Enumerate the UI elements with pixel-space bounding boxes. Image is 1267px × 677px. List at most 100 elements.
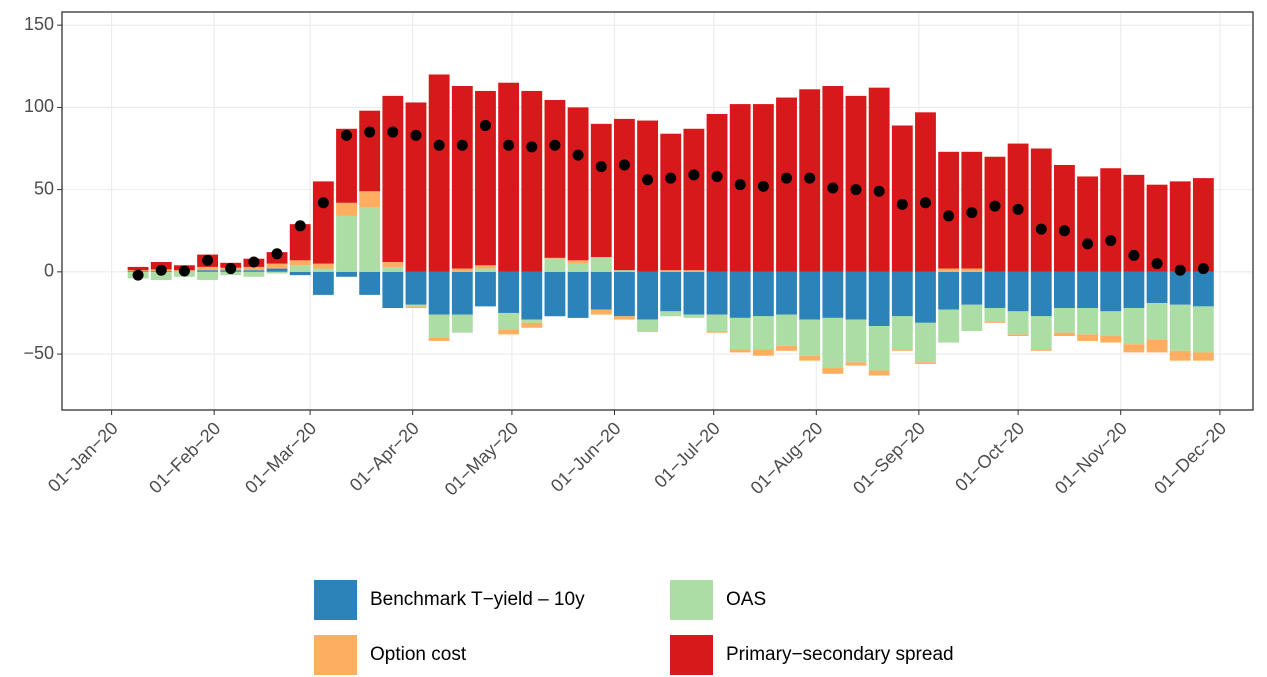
bar-segment <box>776 271 797 315</box>
point <box>271 248 283 260</box>
x-tick-label: 01−Dec−20 <box>1150 418 1230 498</box>
x-tick-label: 01−Apr−20 <box>346 418 423 495</box>
bar-segment <box>1054 271 1075 309</box>
bar-segment <box>868 87 890 272</box>
bar-segment <box>498 271 520 313</box>
bar-segment <box>289 260 311 266</box>
point <box>526 141 538 153</box>
bar-segment <box>1030 349 1052 351</box>
bar-segment <box>984 271 1006 309</box>
bar-segment <box>498 82 520 272</box>
legend-swatch <box>670 580 713 620</box>
bar-segment <box>1146 339 1168 353</box>
bar-segment <box>660 311 682 317</box>
bar-segment <box>521 322 543 328</box>
bar-segment <box>544 99 566 258</box>
bar-segment <box>1123 271 1145 309</box>
bar-segment <box>776 97 797 272</box>
bar-segment <box>382 95 404 262</box>
bar-segment <box>938 271 960 310</box>
bar-segment <box>891 271 913 317</box>
bar-segment <box>266 263 288 269</box>
point <box>225 263 237 275</box>
bar-segment <box>428 271 450 315</box>
bar-segment <box>451 314 473 333</box>
point <box>781 172 793 184</box>
bar-segment <box>590 123 612 258</box>
bar-segment <box>1030 316 1052 350</box>
point <box>549 139 561 151</box>
bar-segment <box>776 345 797 351</box>
bar-segment <box>405 304 427 307</box>
bar-segment <box>729 317 751 350</box>
bar-segment <box>289 271 311 276</box>
bar-segment <box>544 258 566 272</box>
bar-segment <box>706 314 728 332</box>
marks <box>127 74 1214 376</box>
bar-segment <box>498 329 520 335</box>
bar-segment <box>359 207 381 272</box>
point <box>433 139 445 151</box>
point <box>618 159 630 171</box>
point <box>642 174 654 186</box>
point <box>1174 264 1186 276</box>
bar-segment <box>660 270 682 272</box>
bar-segment <box>1100 271 1122 312</box>
bar-segment <box>1123 344 1145 353</box>
bar-segment <box>1146 184 1168 272</box>
bar-segment <box>799 355 821 361</box>
bar-segment <box>521 271 543 320</box>
bar-segment <box>405 306 427 309</box>
bar-segment <box>359 191 381 208</box>
bar-segment <box>451 268 473 272</box>
bar-segment <box>822 86 844 272</box>
bar-segment <box>336 271 357 277</box>
bar-segment <box>312 263 334 269</box>
point <box>966 207 978 219</box>
bar-segment <box>1169 181 1191 272</box>
bar-segment <box>729 349 751 353</box>
point <box>132 269 144 281</box>
y-tick-label: 100 <box>24 96 54 116</box>
bar-segment <box>1007 334 1029 336</box>
bar-segment <box>590 257 612 272</box>
bar-segment <box>266 268 288 272</box>
point <box>827 182 839 194</box>
bar-segment <box>475 268 496 272</box>
bar-segment <box>1077 308 1099 335</box>
bar-segment <box>637 331 658 332</box>
bar-segment <box>1007 311 1029 335</box>
bar-segment <box>567 271 589 318</box>
bar-segment <box>451 271 473 315</box>
bar-segment <box>845 271 867 320</box>
bar-segment <box>382 271 404 309</box>
bar-segment <box>428 314 450 338</box>
bar-segment <box>266 271 288 274</box>
bar-segment <box>127 266 149 271</box>
bar-segment <box>938 268 960 272</box>
x-tick-label: 01−Mar−20 <box>241 418 320 497</box>
point <box>1082 238 1094 250</box>
bar-segment <box>243 270 265 272</box>
legend-label: Benchmark T−yield – 10y <box>370 589 585 610</box>
point <box>341 129 353 141</box>
bar-segment <box>521 319 543 323</box>
bar-segment <box>1100 335 1122 343</box>
bar-segment <box>845 362 867 366</box>
bar-segment <box>1123 308 1145 345</box>
bar-segment <box>1030 148 1052 272</box>
bar-segment <box>1077 176 1099 272</box>
bar-segment <box>660 133 682 271</box>
point <box>1012 203 1024 215</box>
bar-segment <box>1169 271 1191 305</box>
bar-segment <box>984 308 1006 322</box>
bar-segment <box>289 265 311 272</box>
y-tick-label: 0 <box>44 261 54 281</box>
bar-segment <box>683 128 705 271</box>
bar-segment <box>1054 308 1075 333</box>
legend-swatch <box>670 635 713 675</box>
bar-segment <box>498 312 520 330</box>
bar-segment <box>475 271 496 307</box>
point <box>1058 225 1070 237</box>
